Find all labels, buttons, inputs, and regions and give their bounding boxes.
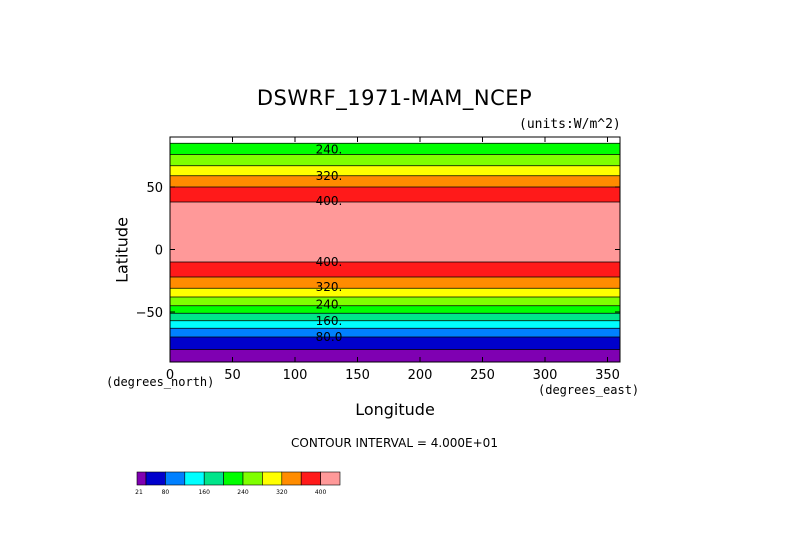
x-tick-label: 250 (470, 368, 495, 383)
band-3 (170, 165, 620, 176)
band-5 (170, 187, 620, 202)
contour-label: 240. (316, 143, 343, 157)
band-4 (170, 175, 620, 187)
band-14 (170, 328, 620, 337)
band-7 (170, 262, 620, 277)
band-11 (170, 305, 620, 314)
band-1 (170, 143, 620, 155)
y-axis-label: Latitude (112, 217, 132, 283)
colorbar-swatch (136, 471, 147, 486)
y-unit-label: (degrees_north) (106, 375, 215, 389)
band-12 (170, 313, 620, 321)
contour-label: 320. (316, 280, 343, 294)
colorbar-swatch (223, 471, 244, 486)
colorbar-label: 400 (315, 489, 327, 496)
y-tick-label: 0 (155, 244, 163, 259)
contour-interval-text: CONTOUR INTERVAL = 4.000E+01 (291, 436, 498, 450)
band-8 (170, 277, 620, 289)
contour-label: 80.0 (316, 330, 343, 344)
band-6 (170, 202, 620, 262)
colorbar-swatch (300, 471, 321, 486)
band-15 (170, 337, 620, 350)
x-tick-label: 300 (533, 368, 558, 383)
band-13 (170, 320, 620, 329)
units-label: (units:W/m^2) (519, 117, 621, 132)
x-tick-label: 50 (224, 368, 241, 383)
colorbar-swatch (262, 471, 283, 486)
colorbar-swatch (203, 471, 224, 486)
colorbar-swatch (165, 471, 186, 486)
contour-label: 320. (316, 169, 343, 183)
band-16 (170, 349, 620, 362)
y-tick-label: −50 (136, 306, 163, 321)
colorbar-label: 21 (135, 489, 143, 496)
contour-label: 400. (316, 194, 343, 208)
contour-label: 400. (316, 255, 343, 269)
chart-title: DSWRF_1971-MAM_NCEP (256, 86, 533, 110)
x-unit-label: (degrees_east) (538, 383, 640, 397)
colorbar-swatch (320, 471, 341, 486)
contour-label: 240. (316, 298, 343, 312)
x-tick-label: 200 (408, 368, 433, 383)
x-tick-label: 0 (166, 368, 174, 383)
colorbar-label: 240 (237, 489, 249, 496)
y-tick-label: 50 (146, 181, 163, 196)
band-10 (170, 297, 620, 306)
colorbar-swatch (184, 471, 205, 486)
band-0 (170, 137, 620, 144)
band-2 (170, 154, 620, 166)
colorbar-label: 80 (162, 489, 170, 496)
x-tick-label: 100 (283, 368, 308, 383)
x-tick-label: 350 (595, 368, 620, 383)
colorbar-label: 160 (198, 489, 210, 496)
colorbar-swatch (145, 471, 166, 486)
x-axis-label: Longitude (355, 400, 435, 419)
band-9 (170, 288, 620, 297)
colorbar-swatch (281, 471, 302, 486)
x-tick-label: 150 (345, 368, 370, 383)
colorbar-swatch (242, 471, 263, 486)
colorbar-label: 320 (276, 489, 288, 496)
contour-label: 160. (316, 314, 343, 328)
